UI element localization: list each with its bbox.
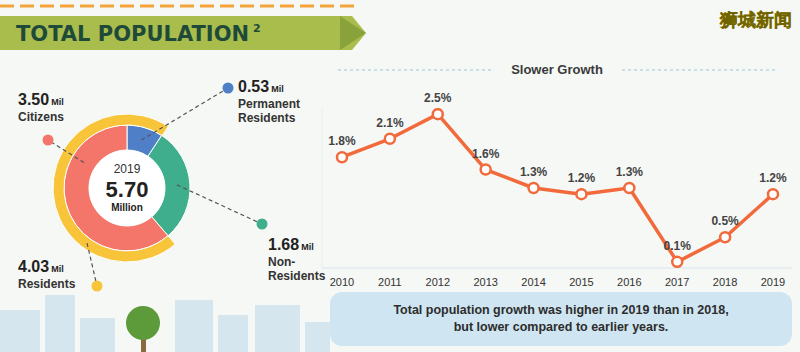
slice-unit: Mil bbox=[51, 97, 64, 107]
slice-unit: Mil bbox=[271, 84, 284, 94]
slice-category-label: PermanentResidents bbox=[238, 97, 300, 125]
x-tick-label: 2016 bbox=[617, 276, 641, 288]
banner bbox=[0, 16, 366, 50]
tree-crown bbox=[126, 306, 160, 340]
series-marker bbox=[576, 189, 586, 199]
series-marker bbox=[672, 257, 682, 267]
plot-marks bbox=[337, 109, 778, 267]
slice-category-label: Citizens bbox=[18, 110, 64, 124]
slice-value: 1.68 bbox=[268, 236, 299, 253]
x-tick-label: 2011 bbox=[378, 276, 402, 288]
data-label: 1.3% bbox=[616, 165, 644, 179]
header: TOTAL POPULATION 2 bbox=[0, 16, 366, 50]
x-tick-label: 2015 bbox=[569, 276, 593, 288]
series-line bbox=[342, 114, 773, 262]
data-label: 1.6% bbox=[472, 147, 500, 161]
slice-category-line: Permanent bbox=[238, 97, 300, 111]
x-tick-label: 2013 bbox=[473, 276, 497, 288]
slice-category-line: Non- bbox=[268, 255, 295, 269]
title-text: TOTAL POPULATION bbox=[16, 22, 249, 46]
x-tick-label: 2012 bbox=[426, 276, 450, 288]
series-marker bbox=[529, 183, 539, 193]
slice-value-label: 3.50Mil bbox=[18, 91, 64, 108]
background bbox=[0, 0, 800, 352]
slice-unit: Mil bbox=[51, 264, 64, 274]
building bbox=[80, 318, 115, 352]
building bbox=[255, 305, 300, 352]
building bbox=[45, 295, 75, 352]
data-label: 1.3% bbox=[520, 165, 548, 179]
leader-dot bbox=[43, 135, 54, 146]
annotation-box bbox=[330, 292, 792, 346]
banner-tip bbox=[340, 16, 366, 50]
series-marker bbox=[385, 134, 395, 144]
data-label: 0.5% bbox=[711, 214, 739, 228]
leader-line bbox=[141, 88, 228, 140]
leader-line bbox=[48, 140, 84, 163]
building bbox=[175, 300, 213, 352]
x-tick-label: 2018 bbox=[713, 276, 737, 288]
page: {"title": "TOTAL POPULATION", "title_not… bbox=[0, 0, 800, 352]
slice-value-label: 1.68Mil bbox=[268, 236, 314, 253]
slice-unit: Mil bbox=[301, 242, 314, 252]
x-tick-label: 2019 bbox=[761, 276, 785, 288]
data-label: 1.2% bbox=[568, 171, 596, 185]
building bbox=[305, 322, 330, 352]
title-rule bbox=[338, 69, 492, 71]
slice-category-line: Citizens bbox=[18, 110, 64, 124]
canvas: TOTAL POPULATION2狮城新闻20195.70Million0.53… bbox=[0, 0, 800, 352]
slice-category-line: Residents bbox=[18, 277, 76, 291]
series-marker bbox=[481, 165, 491, 175]
series-marker bbox=[624, 183, 634, 193]
x-tick-label: 2017 bbox=[665, 276, 689, 288]
slice-value-label: 4.03Mil bbox=[18, 258, 64, 275]
slice-value: 4.03 bbox=[18, 258, 49, 275]
header-title: TOTAL POPULATION 2 bbox=[16, 22, 261, 46]
leader-line bbox=[177, 185, 262, 224]
series-marker bbox=[433, 109, 443, 119]
background-fill bbox=[0, 0, 800, 352]
slice-value-label: 0.53Mil bbox=[238, 78, 284, 95]
series-marker bbox=[768, 189, 778, 199]
data-label: 0.1% bbox=[664, 239, 692, 253]
chart-title: Slower Growth bbox=[511, 62, 603, 77]
donut-outer-ring bbox=[53, 114, 175, 262]
title-note: 2 bbox=[253, 22, 261, 35]
slice-value: 0.53 bbox=[238, 78, 269, 95]
decor-stripe bbox=[0, 5, 360, 8]
annotation-text: but lower compared to earlier years. bbox=[454, 320, 669, 334]
donut-hole bbox=[89, 150, 165, 226]
data-label: 2.1% bbox=[376, 116, 404, 130]
center-unit: Million bbox=[111, 202, 143, 213]
leader-line bbox=[87, 243, 97, 286]
x-axis-line bbox=[322, 268, 792, 269]
data-label: 1.8% bbox=[328, 134, 356, 148]
leader-dot bbox=[92, 281, 103, 292]
donut-chart: 20195.70Million0.53MilPermanentResidents… bbox=[18, 78, 326, 292]
series-marker bbox=[337, 152, 347, 162]
slice-category-line: Residents bbox=[238, 111, 296, 125]
annotation-text: Total population growth was higher in 20… bbox=[393, 303, 728, 317]
building bbox=[218, 315, 248, 352]
center-total: 5.70 bbox=[106, 177, 149, 202]
data-label: 2.5% bbox=[424, 91, 452, 105]
series-marker bbox=[720, 232, 730, 242]
data-label: 1.2% bbox=[759, 171, 787, 185]
slice-value: 3.50 bbox=[18, 91, 49, 108]
line-chart: Slower Growth 1.8% 2.1% 2.5% 1.6% 1.3% 1.2% 1.3… bbox=[322, 62, 792, 346]
watermark: 狮城新闻 bbox=[719, 9, 792, 30]
y-axis-line bbox=[322, 108, 323, 268]
leader-dot bbox=[257, 219, 268, 230]
x-tick-label: 2010 bbox=[330, 276, 354, 288]
center-year: 2019 bbox=[114, 162, 141, 176]
leader-dot bbox=[223, 83, 234, 94]
building bbox=[0, 310, 40, 352]
slice-category-label: Non-Residents bbox=[268, 255, 326, 283]
slice-category-line: Residents bbox=[268, 269, 326, 283]
title-rule bbox=[622, 69, 776, 71]
x-tick-label: 2014 bbox=[521, 276, 545, 288]
slice-category-label: Residents bbox=[18, 277, 76, 291]
